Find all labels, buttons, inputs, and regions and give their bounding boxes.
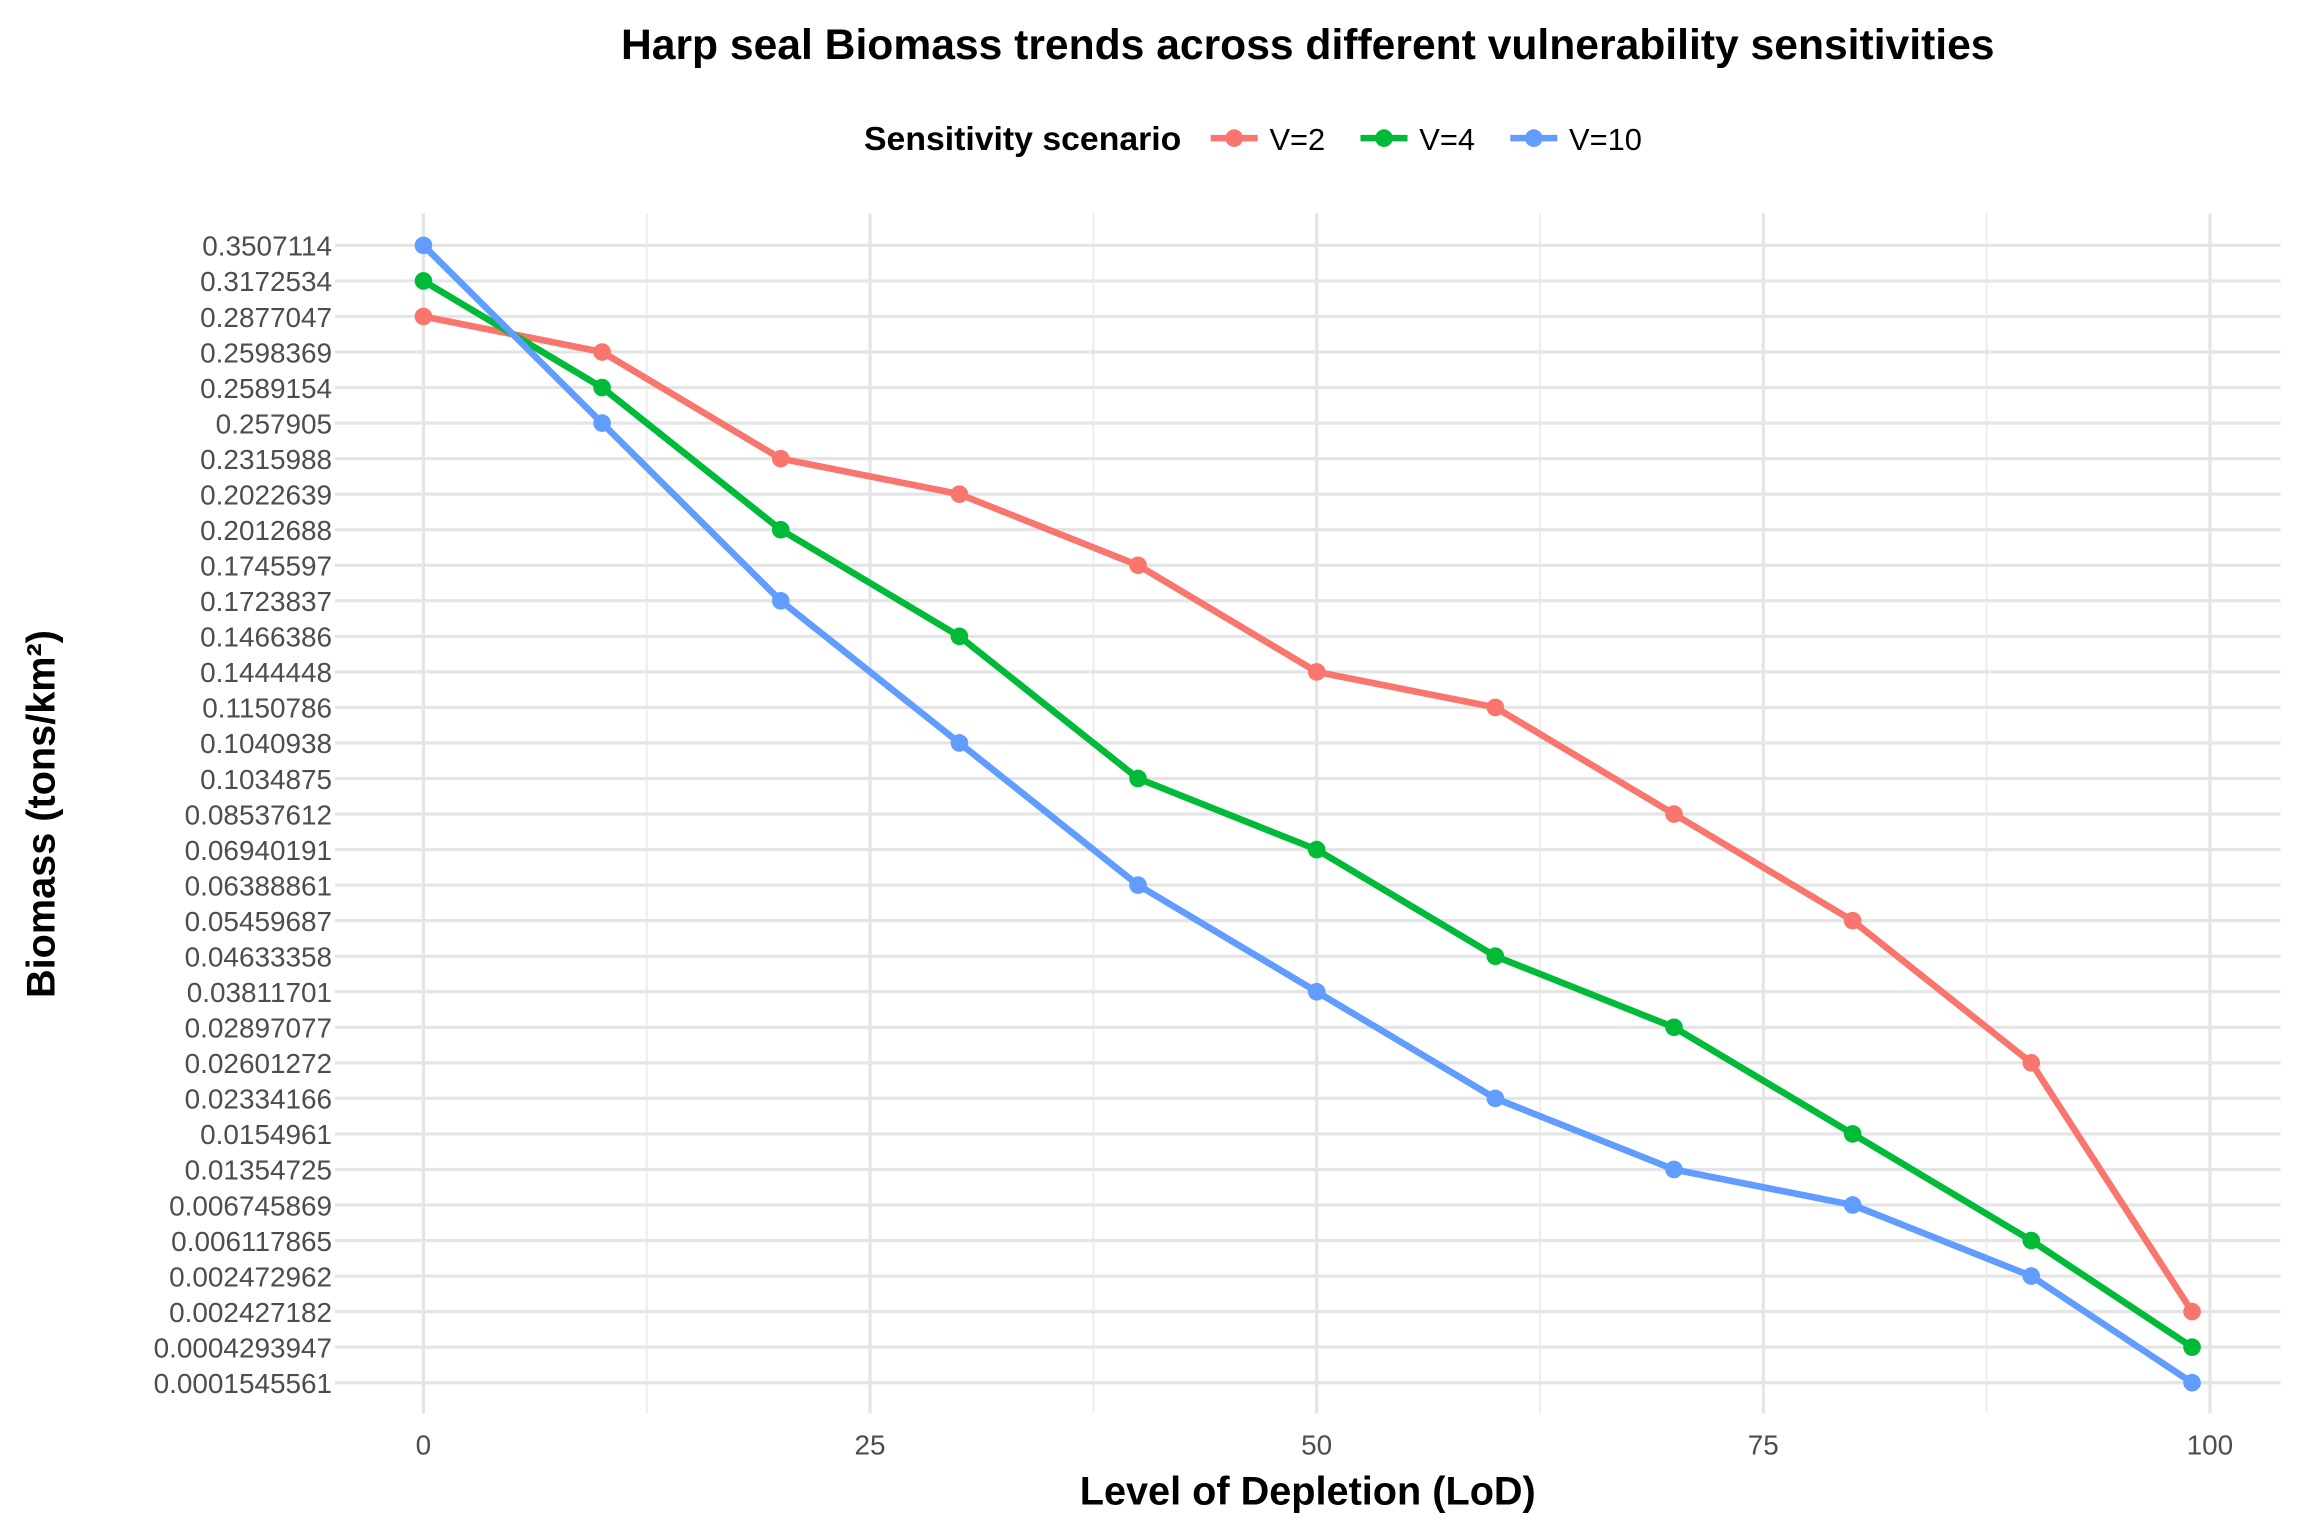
- y-tick-label: 0.2598369: [200, 337, 332, 368]
- y-tick-label: 0.006745869: [169, 1190, 332, 1221]
- y-tick-label: 0.01354725: [185, 1155, 332, 1186]
- legend-key-point: [1375, 129, 1393, 147]
- data-point: [1307, 982, 1326, 1001]
- y-tick-label: 0.3507114: [202, 231, 332, 262]
- y-tick-label: 0.002472962: [169, 1261, 332, 1292]
- chart-title: Harp seal Biomass trends across differen…: [621, 21, 1994, 69]
- data-point: [593, 414, 611, 432]
- y-tick-label: 0.1723837: [200, 586, 332, 617]
- legend-key-point: [1225, 129, 1244, 147]
- y-tick-label: 0.2877047: [200, 302, 332, 333]
- data-point: [771, 449, 790, 468]
- y-tick-label: 0.0154961: [200, 1119, 332, 1150]
- y-tick-label: 0.04633358: [185, 941, 332, 972]
- data-point: [1843, 1125, 1862, 1143]
- data-point: [771, 591, 790, 610]
- y-tick-label: 0.02601272: [185, 1048, 332, 1079]
- y-tick-label: 0.0004293947: [154, 1332, 332, 1363]
- data-point: [1307, 840, 1326, 859]
- y-tick-label: 0.1745597: [200, 551, 332, 582]
- data-point: [593, 378, 611, 397]
- data-point: [1129, 556, 1147, 575]
- legend: Sensitivity scenario V=2 V=4 V=10: [864, 120, 1642, 158]
- y-tick-label: 0.1034875: [200, 764, 332, 795]
- legend-label: V=10: [1569, 122, 1642, 157]
- data-point: [1486, 1089, 1505, 1108]
- y-tick-label: 0.03811701: [187, 977, 332, 1008]
- y-tick-label: 0.2022639: [200, 479, 332, 510]
- data-point: [2183, 1338, 2201, 1356]
- data-point: [1486, 698, 1505, 717]
- y-tick-label: 0.06940191: [185, 835, 332, 866]
- y-tick-label: 0.3172534: [200, 266, 332, 297]
- data-point: [1486, 947, 1505, 966]
- data-point: [2022, 1054, 2041, 1072]
- data-point: [1843, 911, 1862, 930]
- legend-label: V=4: [1419, 122, 1475, 157]
- y-tick-label: 0.0001545561: [154, 1368, 332, 1399]
- y-tick-label: 0.1040938: [200, 728, 332, 759]
- y-tick-label: 0.05459687: [185, 906, 332, 937]
- data-point: [1665, 1160, 1683, 1179]
- x-axis-title: Level of Depletion (LoD): [1080, 1470, 1536, 1514]
- y-tick-label: 0.02334166: [185, 1084, 332, 1115]
- y-tick-label: 0.06388861: [185, 870, 332, 901]
- legend-label: V=2: [1269, 122, 1325, 157]
- y-tick-label: 0.257905: [216, 408, 332, 439]
- y-tick-label: 0.02897077: [185, 1013, 332, 1044]
- data-point: [1129, 876, 1147, 894]
- data-point: [1307, 663, 1326, 681]
- y-tick-label: 0.2589154: [200, 373, 332, 404]
- y-tick-label: 0.2315988: [200, 444, 332, 475]
- grid: [335, 213, 2281, 1414]
- data-point: [950, 734, 969, 752]
- legend-key-point: [1524, 129, 1543, 147]
- y-tick-label: 0.1444448: [200, 657, 332, 688]
- data-point: [2022, 1231, 2041, 1250]
- data-point: [2022, 1267, 2041, 1285]
- data-point: [950, 627, 969, 646]
- data-point: [1665, 805, 1683, 823]
- data-point: [2183, 1302, 2201, 1321]
- data-point: [771, 520, 790, 539]
- y-axis-title: Biomass (tons/km²): [19, 630, 63, 998]
- y-tick-label: 0.1150786: [202, 693, 332, 724]
- x-tick-label: 50: [1301, 1430, 1332, 1461]
- data-point: [414, 307, 433, 326]
- y-tick-label: 0.1466386: [200, 622, 332, 653]
- data-point: [1843, 1196, 1862, 1214]
- data-point: [1129, 769, 1147, 788]
- x-tick-label: 75: [1748, 1430, 1779, 1461]
- legend-title: Sensitivity scenario: [864, 120, 1181, 158]
- y-tick-label: 0.006117865: [171, 1226, 332, 1257]
- x-tick-label: 0: [416, 1430, 432, 1461]
- x-tick-label: 25: [855, 1430, 886, 1461]
- data-point: [950, 485, 969, 503]
- data-point: [593, 343, 611, 361]
- y-tick-label: 0.002427182: [169, 1297, 332, 1328]
- data-point: [1665, 1018, 1683, 1037]
- y-tick-label: 0.2012688: [200, 515, 332, 546]
- data-point: [414, 272, 433, 290]
- y-tick-label: 0.08537612: [185, 799, 332, 830]
- data-point: [414, 236, 433, 255]
- x-tick-label: 100: [2187, 1430, 2234, 1461]
- data-point: [2183, 1373, 2201, 1392]
